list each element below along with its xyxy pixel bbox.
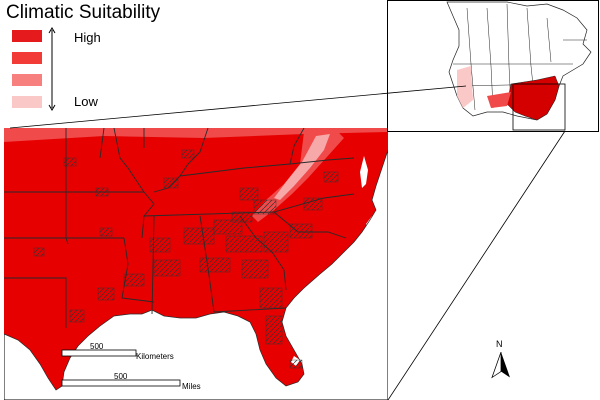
inset-highlight-box [512, 83, 566, 131]
scale-km-unit: Kilometers [136, 352, 174, 361]
north-arrow-icon [491, 352, 510, 379]
lowest-suitability-band [274, 134, 330, 200]
legend-double-arrow-icon [48, 27, 56, 111]
north-label: N [496, 339, 503, 349]
scale-bar-km [61, 349, 137, 357]
scale-mi-value: 500 [114, 372, 128, 381]
scale-mi-unit: Miles [182, 382, 201, 391]
state-borders [4, 128, 355, 328]
legend-high-label: High [74, 30, 101, 45]
pamlico-sound [366, 216, 378, 232]
legend-swatch-1 [12, 30, 42, 42]
legend-swatch-2 [12, 52, 42, 64]
chesapeake-bay [360, 156, 368, 188]
legend-title: Climatic Suitability [6, 2, 161, 23]
southeast-us-map [4, 128, 388, 400]
inset-borders [453, 3, 587, 111]
legend-swatch-3 [12, 74, 42, 86]
scale-bar-mi [61, 379, 181, 387]
legend-low-label: Low [74, 94, 98, 109]
north-america-inset-map [387, 0, 599, 132]
scale-km-value: 500 [90, 342, 104, 351]
inset-southeast-high-area [506, 75, 560, 121]
hatched-observation-areas [33, 149, 339, 369]
coastline [4, 149, 388, 391]
inset-south-mid-area [487, 92, 511, 108]
northern-lighter-strip [4, 128, 388, 142]
legend-swatch-4 [12, 96, 42, 108]
